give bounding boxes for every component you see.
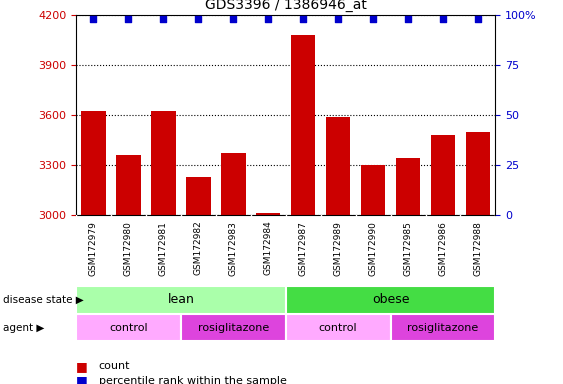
Point (299, 16, 308, 22)
Text: lean: lean (167, 293, 194, 306)
Point (263, 16, 272, 22)
Text: GSM172989: GSM172989 (334, 221, 343, 276)
Text: GSM172981: GSM172981 (159, 221, 168, 276)
Point (89, 16, 98, 22)
Bar (361, 165, 385, 384)
Text: control: control (319, 323, 358, 333)
Bar (286, 314, 391, 341)
Bar (391, 314, 495, 341)
Bar (396, 159, 421, 384)
Bar (151, 111, 176, 384)
Text: GSM172983: GSM172983 (229, 221, 238, 276)
Text: GSM172986: GSM172986 (439, 221, 448, 276)
Text: GSM172985: GSM172985 (404, 221, 413, 276)
Text: disease state ▶: disease state ▶ (3, 295, 83, 305)
Text: percentile rank within the sample: percentile rank within the sample (99, 376, 287, 384)
Bar (76, 286, 286, 314)
Text: rosiglitazone: rosiglitazone (198, 323, 269, 333)
Bar (286, 286, 495, 314)
Bar (221, 154, 245, 384)
Bar (76, 314, 181, 341)
Point (404, 16, 413, 22)
Point (473, 16, 482, 22)
Text: GSM172987: GSM172987 (299, 221, 308, 276)
Bar (181, 314, 286, 341)
Text: obese: obese (372, 293, 409, 306)
Bar (186, 177, 211, 384)
Bar (256, 214, 280, 384)
Text: ■: ■ (76, 360, 88, 373)
Text: agent ▶: agent ▶ (3, 323, 44, 333)
Point (194, 16, 203, 22)
Point (369, 16, 378, 22)
Text: GSM172990: GSM172990 (369, 221, 378, 276)
Bar (291, 35, 315, 384)
Bar (116, 155, 141, 384)
Point (159, 16, 168, 22)
Text: GSM172984: GSM172984 (263, 221, 272, 275)
Point (439, 16, 448, 22)
Text: GSM172979: GSM172979 (89, 221, 98, 276)
Bar (431, 135, 455, 384)
Point (229, 16, 238, 22)
Text: rosiglitazone: rosiglitazone (408, 323, 479, 333)
Bar (466, 132, 490, 384)
Text: control: control (109, 323, 148, 333)
Text: ■: ■ (76, 374, 88, 384)
Point (334, 16, 343, 22)
Text: GSM172980: GSM172980 (124, 221, 133, 276)
Point (124, 16, 133, 22)
Text: GSM172982: GSM172982 (194, 221, 203, 275)
Text: count: count (99, 361, 130, 371)
Bar (81, 111, 106, 384)
Bar (326, 117, 350, 384)
Text: GSM172988: GSM172988 (473, 221, 482, 276)
Title: GDS3396 / 1386946_at: GDS3396 / 1386946_at (205, 0, 367, 12)
